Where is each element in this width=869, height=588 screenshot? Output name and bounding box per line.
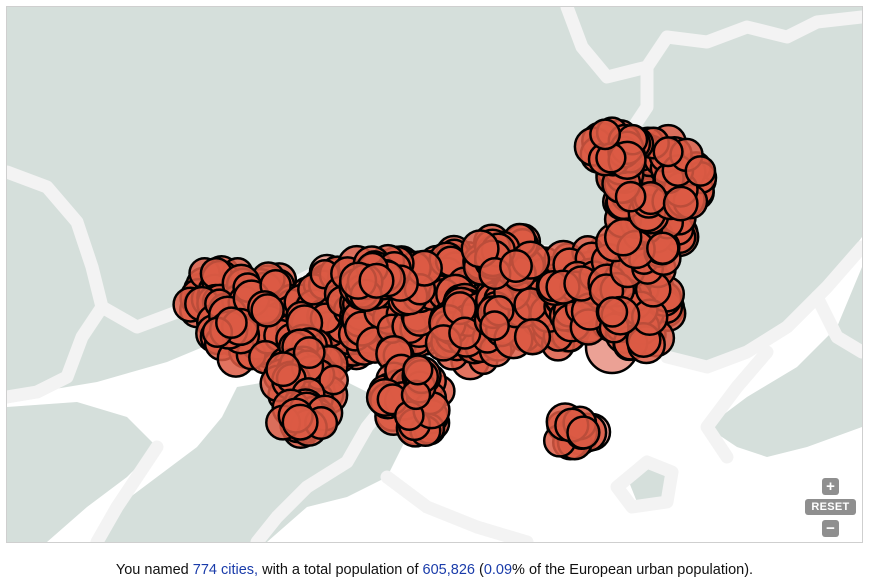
city-marker[interactable] (596, 296, 629, 328)
city-marker[interactable] (250, 293, 285, 328)
summary-prefix: You named (115, 562, 193, 578)
border-line (810, 290, 862, 359)
city-marker[interactable] (479, 310, 510, 341)
zoom-in-button[interactable]: + (822, 478, 839, 495)
map-view[interactable]: + RESET − (6, 6, 863, 543)
summary-mid: with a total population of (258, 562, 423, 578)
city-marker[interactable] (402, 354, 434, 386)
map-canvas[interactable] (7, 7, 862, 542)
population-value: 605,826 (422, 562, 475, 578)
city-marker[interactable] (589, 118, 622, 151)
border-line (700, 345, 774, 464)
city-marker[interactable] (566, 415, 601, 450)
cities-count-link[interactable]: 774 cities, (192, 562, 259, 578)
border-line (90, 440, 164, 542)
border-line (660, 240, 862, 374)
city-marker[interactable] (684, 155, 717, 187)
city-marker[interactable] (318, 364, 349, 396)
summary-suffix: % of the European urban population). (512, 562, 754, 578)
summary-text: You named 774 cities, with a total popul… (0, 562, 869, 578)
city-marker[interactable] (215, 306, 248, 340)
border-line (7, 300, 109, 404)
land-east (707, 267, 862, 457)
land-west (7, 402, 157, 542)
city-marker[interactable] (265, 351, 302, 388)
zoom-out-button[interactable]: − (822, 520, 839, 537)
city-marker[interactable] (614, 180, 647, 213)
border-line (610, 455, 679, 514)
city-marker[interactable] (281, 403, 319, 441)
city-markers[interactable] (172, 116, 718, 461)
percent-value: 0.09 (483, 562, 513, 578)
border-line (380, 470, 534, 542)
city-marker[interactable] (499, 249, 533, 283)
city-marker[interactable] (513, 318, 552, 356)
city-marker[interactable] (358, 262, 395, 299)
city-marker[interactable] (662, 185, 699, 222)
border-line (250, 395, 394, 542)
city-marker[interactable] (646, 231, 680, 265)
border-line (560, 7, 862, 84)
city-marker[interactable] (652, 136, 684, 168)
reset-button[interactable]: RESET (805, 499, 856, 515)
country-borders (7, 7, 862, 542)
summary-paren: ( (474, 562, 484, 578)
city-marker[interactable] (292, 336, 326, 370)
